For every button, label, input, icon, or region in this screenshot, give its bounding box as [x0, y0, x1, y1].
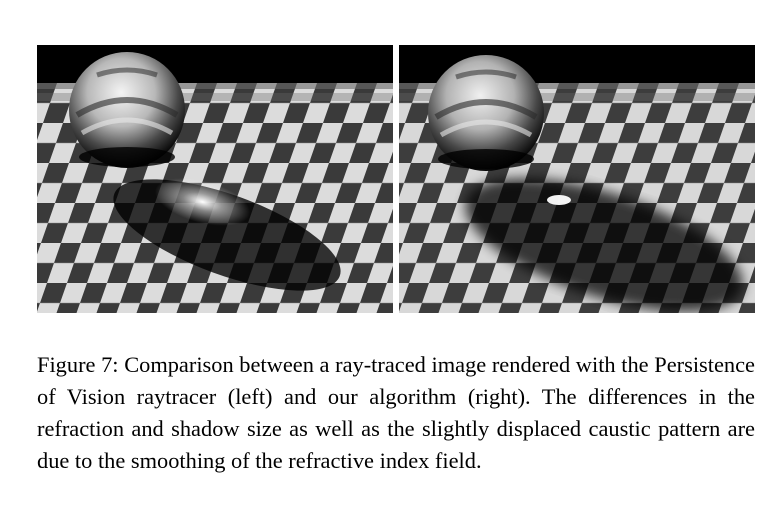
algorithm-image — [399, 45, 755, 313]
figure-caption: Figure 7: Comparison between a ray-trace… — [37, 349, 755, 477]
caustic-highlight — [126, 168, 264, 238]
caption-label: Figure 7: — [37, 352, 119, 377]
shadow — [465, 178, 743, 312]
caustic-highlight — [547, 195, 571, 205]
glass-sphere — [428, 55, 544, 171]
caption-text: Comparison between a ray-traced image re… — [37, 352, 755, 473]
glass-sphere — [69, 52, 185, 168]
raytraced-image — [37, 45, 393, 313]
